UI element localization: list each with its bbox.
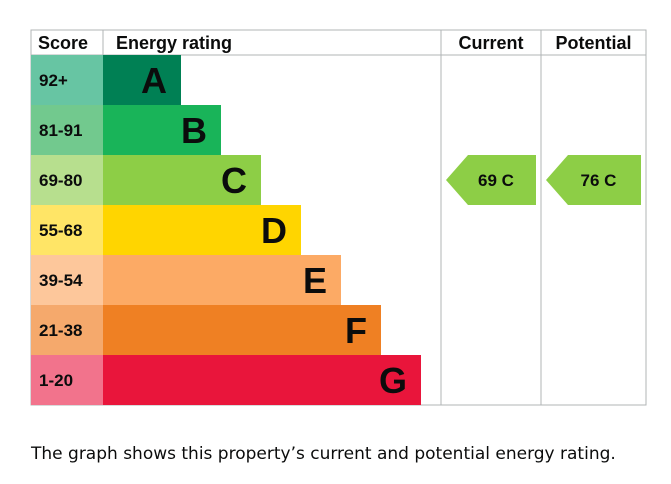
- score-label: 21-38: [39, 321, 82, 340]
- rating-bar: [103, 155, 261, 205]
- rating-letter: F: [345, 310, 367, 351]
- score-cell: [31, 205, 103, 255]
- score-label: 39-54: [39, 271, 83, 290]
- chart-caption: The graph shows this property’s current …: [31, 444, 616, 464]
- score-cell: [31, 255, 103, 305]
- current-arrow: [446, 155, 536, 205]
- header-energy-rating: Energy rating: [116, 33, 232, 53]
- header-current: Current: [458, 33, 523, 53]
- score-cell: [31, 305, 103, 355]
- score-label: 69-80: [39, 171, 82, 190]
- potential-arrow: [546, 155, 641, 205]
- score-cell: [31, 355, 103, 405]
- score-cell: [31, 55, 103, 105]
- rating-bar: [103, 55, 181, 105]
- rating-letter: C: [221, 160, 247, 201]
- rating-bar: [103, 105, 221, 155]
- score-cell: [31, 105, 103, 155]
- score-label: 92+: [39, 71, 68, 90]
- score-label: 81-91: [39, 121, 82, 140]
- potential-rating-label: 76 C: [581, 171, 617, 190]
- current-rating-label: 69 C: [478, 171, 514, 190]
- header-potential: Potential: [555, 33, 631, 53]
- rating-bar: [103, 205, 301, 255]
- rating-letter: A: [141, 60, 167, 101]
- header-score: Score: [38, 33, 88, 53]
- energy-rating-chart: Score Energy rating Current Potential 92+ A 81…: [30, 29, 647, 406]
- score-label: 1-20: [39, 371, 73, 390]
- rating-bar: [103, 255, 341, 305]
- rating-letter: E: [303, 260, 327, 301]
- rating-bar: [103, 355, 421, 405]
- score-label: 55-68: [39, 221, 82, 240]
- rating-letter: G: [379, 360, 407, 401]
- rating-letter: B: [181, 110, 207, 151]
- rating-bar: [103, 305, 381, 355]
- rating-letter: D: [261, 210, 287, 251]
- score-cell: [31, 155, 103, 205]
